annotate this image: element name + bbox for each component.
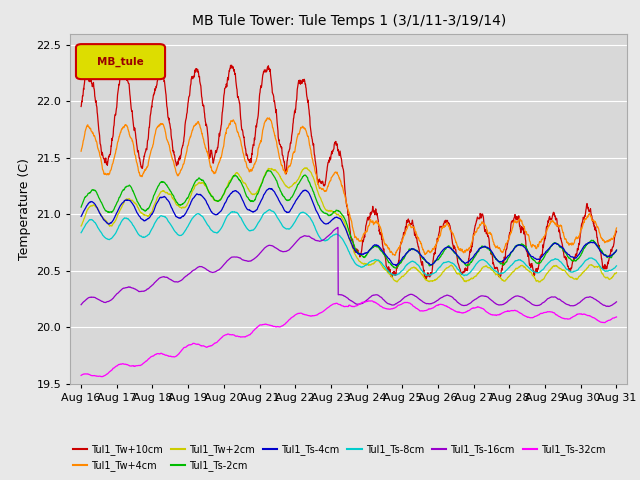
Text: MB_tule: MB_tule [97, 57, 144, 67]
Title: MB Tule Tower: Tule Temps 1 (3/1/11-3/19/14): MB Tule Tower: Tule Temps 1 (3/1/11-3/19… [191, 14, 506, 28]
Y-axis label: Temperature (C): Temperature (C) [18, 158, 31, 260]
Legend: Tul1_Tw+10cm, Tul1_Tw+4cm, Tul1_Tw+2cm, Tul1_Ts-2cm, Tul1_Ts-4cm, Tul1_Ts-8cm, T: Tul1_Tw+10cm, Tul1_Tw+4cm, Tul1_Tw+2cm, … [69, 441, 609, 475]
FancyBboxPatch shape [76, 44, 165, 79]
